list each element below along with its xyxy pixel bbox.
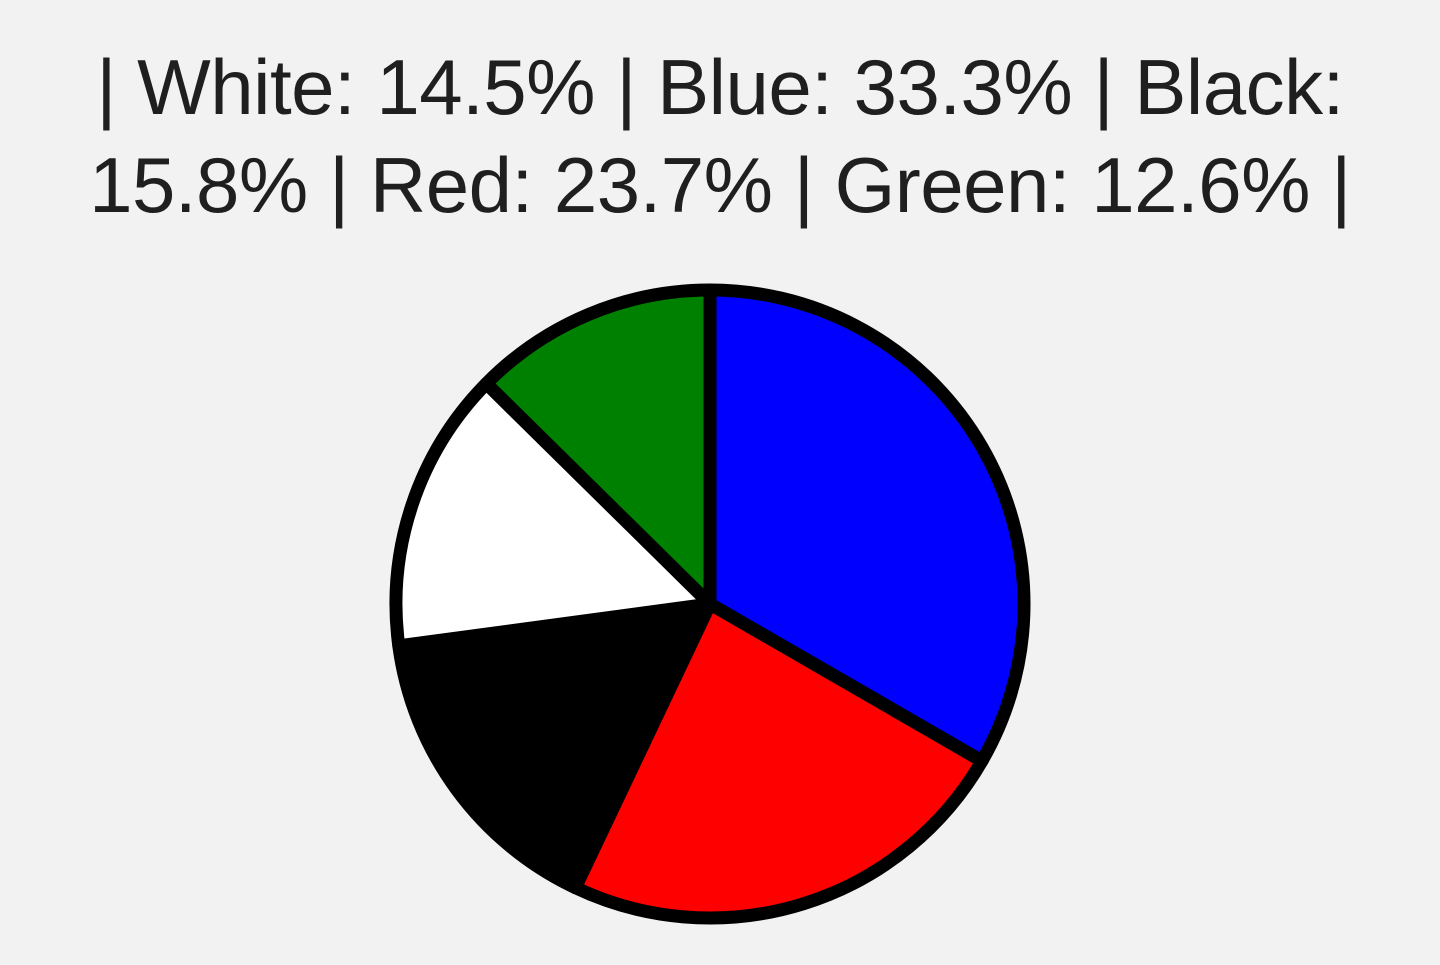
legend-separator: | — [328, 141, 349, 229]
pie-slice-white — [389, 377, 717, 653]
legend-separator: | — [793, 141, 814, 229]
legend-percent: 23.7% — [553, 141, 773, 229]
legend-separator: | — [1331, 141, 1351, 229]
legend-colon: : — [334, 43, 377, 131]
legend-item-green: Green: 12.6% — [834, 141, 1311, 229]
legend-label: Green — [834, 141, 1050, 229]
legend-label: Black — [1134, 43, 1323, 131]
legend-percent: 33.3% — [853, 43, 1073, 131]
legend-item-red: Red: 23.7% — [370, 141, 773, 229]
legend-item-white: White: 14.5% — [137, 43, 595, 131]
legend-colon: : — [1322, 43, 1345, 131]
legend-label: Blue — [657, 43, 812, 131]
legend-percent: 12.6% — [1091, 141, 1310, 229]
pie-slice-black — [392, 597, 717, 895]
pie-slice-green — [479, 283, 717, 611]
legend-item-blue: Blue: 33.3% — [657, 43, 1073, 131]
legend-separator: | — [1093, 43, 1114, 131]
legend-label: White — [137, 43, 335, 131]
chart-legend: | White: 14.5% | Blue: 33.3% | Black: 15… — [80, 38, 1360, 234]
legend-percent: 15.8% — [89, 141, 308, 229]
legend-item-black: Black: 15.8% — [89, 43, 1344, 229]
legend-label: Red — [369, 141, 512, 229]
legend-separator: | — [616, 43, 636, 131]
legend-colon: : — [1048, 141, 1092, 229]
legend-colon: : — [511, 141, 554, 229]
legend-percent: 14.5% — [376, 43, 596, 131]
legend-colon: : — [811, 43, 854, 131]
legend-separator: | — [96, 43, 116, 131]
